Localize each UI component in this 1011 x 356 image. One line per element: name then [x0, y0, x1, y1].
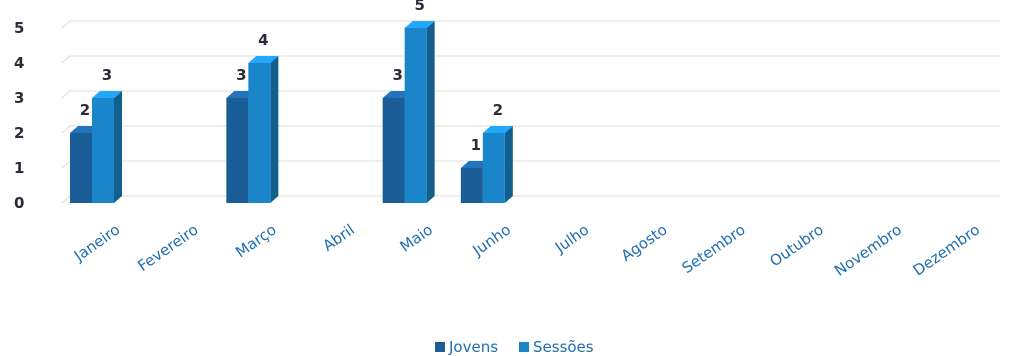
y-tick-label: 1	[14, 159, 24, 177]
gridlines	[61, 20, 1000, 204]
y-tick-label: 3	[14, 89, 24, 107]
y-tick-label: 0	[14, 194, 24, 212]
legend-swatch	[519, 342, 529, 352]
gridline	[61, 160, 1000, 169]
x-tick-label: Julho	[551, 221, 592, 257]
y-tick-label: 2	[14, 124, 24, 142]
x-tick-label: Setembro	[679, 221, 749, 278]
data-label: 2	[493, 101, 503, 119]
data-label: 1	[471, 136, 481, 154]
x-tick-label: Janeiro	[70, 221, 123, 266]
legend-swatch	[435, 342, 445, 352]
x-tick-label: Março	[232, 221, 280, 262]
x-tick-label: Dezembro	[910, 221, 983, 280]
data-label: 5	[414, 0, 424, 14]
legend-label: Jovens	[448, 338, 498, 356]
gridline	[61, 20, 1000, 29]
x-tick-label: Junho	[469, 221, 515, 260]
x-tick-label: Novembro	[831, 221, 905, 280]
bar-sess-es-mar-o	[248, 56, 279, 203]
bar-sess-es-junho	[482, 126, 513, 203]
x-tick-label: Maio	[397, 221, 436, 256]
x-tick-label: Abril	[319, 221, 357, 255]
y-axis-ticks: 0 1 2 3 4 5	[14, 19, 24, 212]
gridline	[61, 55, 1000, 64]
x-axis-ticks: Janeiro Fevereiro Março Abril Maio Junho Julho…	[70, 221, 983, 280]
bar-sess-es-janeiro	[92, 91, 122, 203]
x-tick-label: Agosto	[618, 221, 671, 265]
gridline	[61, 195, 1000, 204]
legend-label: Sessões	[533, 338, 594, 356]
x-tick-label: Outubro	[766, 221, 826, 271]
bars	[70, 21, 513, 203]
data-label: 3	[236, 66, 246, 84]
data-label: 2	[80, 101, 90, 119]
data-label: 3	[102, 66, 112, 84]
data-label: 4	[258, 31, 268, 49]
x-tick-label: Fevereiro	[134, 221, 201, 276]
gridline	[61, 90, 1000, 99]
bar-sess-es-maio	[404, 21, 435, 203]
legend: Jovens Sessões	[435, 338, 594, 356]
y-tick-label: 4	[14, 54, 24, 72]
y-tick-label: 5	[14, 19, 24, 37]
gridline	[61, 125, 1000, 134]
data-label: 3	[392, 66, 402, 84]
